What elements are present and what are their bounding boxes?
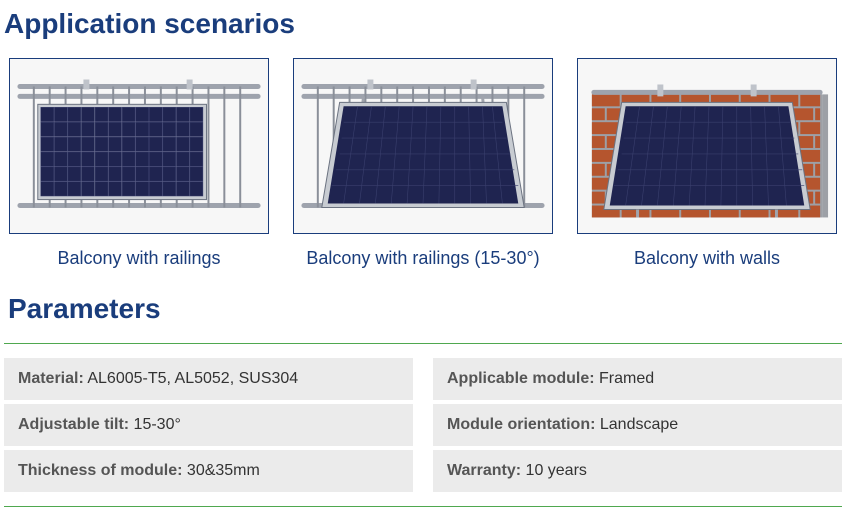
param-warranty: Warranty: 10 years [433,450,842,492]
param-label: Thickness of module: [18,462,182,479]
scenario-walls: Balcony with walls [576,58,838,269]
param-label: Module orientation: [447,416,595,433]
param-value: AL6005-T5, AL5052, SUS304 [84,370,298,387]
parameters-title: Parameters [4,289,842,329]
param-label: Applicable module: [447,370,595,387]
param-material: Material: AL6005-T5, AL5052, SUS304 [4,358,413,400]
scenarios-title: Application scenarios [0,0,846,58]
scenario-caption-1: Balcony with railings [57,248,220,269]
scenario-image-1 [9,58,269,234]
param-label: Warranty: [447,462,521,479]
param-applicable-module: Applicable module: Framed [433,358,842,400]
scenarios-row: Balcony with railings [0,58,846,287]
param-module-orientation: Module orientation: Landscape [433,404,842,446]
scenario-railings-tilted: Balcony with railings (15-30°) [292,58,554,269]
param-value: 30&35mm [182,462,259,479]
param-value: Landscape [595,416,678,433]
param-label: Adjustable tilt: [18,416,129,433]
parameters-grid: Material: AL6005-T5, AL5052, SUS304 Appl… [4,358,842,492]
scenario-image-3 [577,58,837,234]
param-label: Material: [18,370,84,387]
scenario-caption-2: Balcony with railings (15-30°) [306,248,539,269]
divider-top [4,343,842,344]
divider-bottom [4,506,842,507]
param-value: 15-30° [129,416,181,433]
scenario-image-2 [293,58,553,234]
param-value: Framed [595,370,655,387]
parameters-section: Parameters Material: AL6005-T5, AL5052, … [0,287,846,507]
scenario-caption-3: Balcony with walls [634,248,780,269]
scenario-railings-flat: Balcony with railings [8,58,270,269]
param-thickness: Thickness of module: 30&35mm [4,450,413,492]
param-adjustable-tilt: Adjustable tilt: 15-30° [4,404,413,446]
param-value: 10 years [521,462,587,479]
